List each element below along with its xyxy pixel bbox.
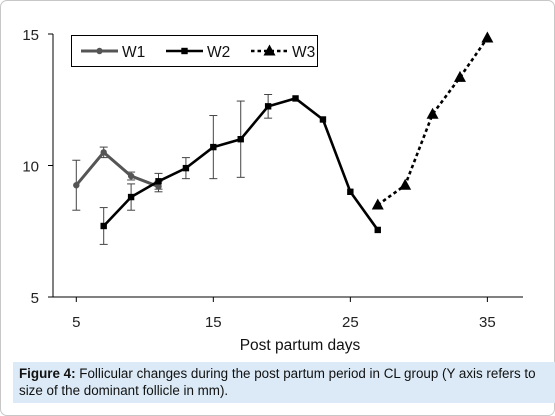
w3-point (426, 107, 439, 119)
w1-point (100, 149, 107, 156)
w1-point (127, 172, 135, 180)
w2-point (292, 95, 299, 102)
w3-point (453, 70, 466, 82)
caption-text: Follicular changes during the post partu… (19, 366, 536, 398)
legend-w3-marker (263, 44, 276, 56)
figure-caption: Figure 4: Follicular changes during the … (13, 362, 555, 403)
w1-point (155, 183, 162, 190)
w2-point (182, 164, 190, 172)
y-tick-label: 10 (22, 159, 39, 176)
legend-w1-marker (96, 47, 103, 55)
x-tick-label: 5 (72, 314, 80, 331)
w3-line (376, 37, 489, 207)
x-tick-label: 35 (479, 314, 496, 331)
w2-point (100, 222, 107, 230)
w2-point (237, 136, 244, 143)
x-tick-label: 15 (205, 314, 222, 331)
w2-point (155, 178, 162, 185)
legend-w1-label: W1 (122, 44, 145, 61)
y-tick-label: 5 (31, 290, 39, 307)
w2-point (264, 103, 272, 110)
x-axis-title: Post partum days (240, 337, 361, 354)
w2-point (127, 193, 135, 201)
w3-point (399, 178, 412, 190)
w2-point (210, 143, 217, 151)
w2-point (374, 226, 381, 234)
w2-point (319, 116, 327, 123)
w3-point (371, 198, 384, 210)
legend-w3-label: W3 (292, 44, 315, 61)
w1-line (75, 150, 160, 188)
w1-point (73, 182, 80, 189)
w3-point (481, 31, 494, 43)
line-chart: 5 10 15 5 15 25 35 Post partum days W1 W2 W3 (22, 27, 523, 354)
w2-point (347, 188, 354, 195)
y-tick-label: 15 (22, 27, 39, 44)
legend-w2-label: W2 (207, 44, 230, 61)
legend-w2-marker (181, 47, 188, 55)
chart-legend: W1 W2 W3 (71, 35, 318, 67)
error-bars (72, 93, 273, 245)
series-markers (73, 31, 494, 234)
chart-axes: 5 10 15 5 15 25 35 Post partum days (22, 27, 523, 354)
x-tick-label: 25 (342, 314, 359, 331)
caption-label: Figure 4: (19, 366, 76, 381)
